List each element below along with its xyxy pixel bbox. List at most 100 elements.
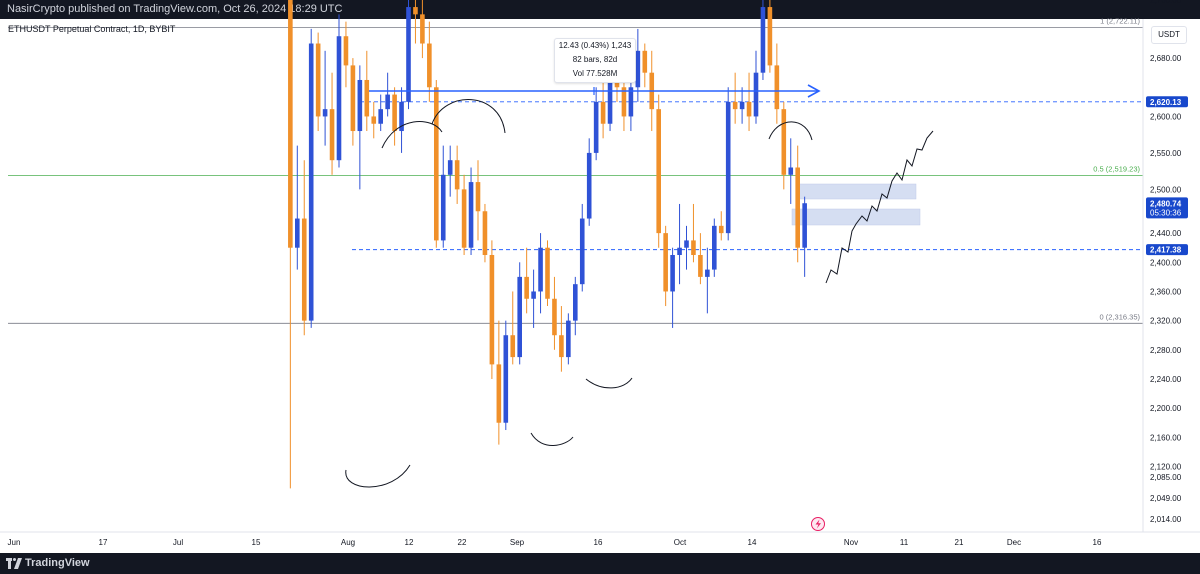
candle [580, 204, 585, 292]
candles [198, 0, 807, 488]
price-tick-label: 2,049.00 [1150, 494, 1182, 503]
candle-body [566, 321, 571, 357]
candle [385, 73, 390, 117]
chart-canvas[interactable]: 1 (2,722.11)0.5 (2,519.23)0 (2,316.35) 2… [0, 0, 1200, 574]
candle-body [330, 109, 335, 160]
arc-bottom-2 [531, 433, 573, 446]
candle [413, 0, 418, 44]
time-tick-label: 11 [900, 538, 909, 547]
candle [677, 204, 682, 284]
candle [712, 219, 717, 277]
measure-volume: Vol 77.528M [555, 67, 635, 81]
candle [559, 306, 564, 372]
candle-body [663, 233, 668, 291]
price-axis[interactable]: 2,920.002,840.002,760.002,680.002,600.00… [1150, 0, 1182, 524]
price-tick-label: 2,680.00 [1150, 54, 1182, 63]
candle-body [788, 167, 793, 174]
price-tag-label: 2,620.13 [1150, 98, 1182, 107]
candle-body [733, 102, 738, 109]
projection-path [826, 131, 933, 283]
candle [740, 87, 745, 123]
candle [524, 248, 529, 314]
candle [643, 44, 648, 88]
time-tick-label: Jul [173, 538, 183, 547]
candle-body [469, 182, 474, 248]
candle [545, 240, 550, 306]
candle [601, 80, 606, 138]
arc-top-3 [769, 122, 812, 140]
measure-tooltip: 12.43 (0.43%) 1,243 82 bars, 82d Vol 77.… [554, 38, 636, 83]
tradingview-brand-label: TradingView [25, 556, 90, 571]
lightning-icon[interactable] [812, 518, 825, 531]
candle-body [538, 248, 543, 292]
target-zones [792, 184, 920, 225]
candle-body [795, 167, 800, 247]
tradingview-logo[interactable]: TradingView [6, 556, 90, 571]
price-tick-label: 2,320.00 [1150, 317, 1182, 326]
candle-body [504, 335, 509, 423]
candle [594, 87, 599, 160]
price-tick-label: 2,120.00 [1150, 462, 1182, 471]
candle-body [497, 364, 502, 422]
candle-body [510, 335, 515, 357]
time-tick-label: Nov [844, 538, 858, 547]
price-tick-label: 2,200.00 [1150, 404, 1182, 413]
price-tick-label: 2,360.00 [1150, 287, 1182, 296]
bar-countdown-label: 05:30:36 [1150, 208, 1182, 217]
currency-label[interactable]: USDT [1151, 26, 1187, 44]
candle-body [337, 36, 342, 160]
candle [733, 73, 738, 124]
candle [566, 313, 571, 364]
measure-bars: 82 bars, 82d [555, 53, 635, 67]
candle [788, 138, 793, 204]
candle [483, 204, 488, 262]
candle-body [288, 0, 293, 248]
candle [538, 233, 543, 313]
candle-body [323, 109, 328, 116]
candle-body [413, 7, 418, 14]
candle-body [761, 7, 766, 73]
arc-bottom-1 [346, 465, 410, 487]
candle-body [691, 240, 696, 255]
candle [392, 87, 397, 145]
candle-body [295, 219, 300, 248]
time-tick-label: 21 [955, 538, 964, 547]
candle [747, 73, 752, 131]
time-tick-label: Dec [1007, 538, 1021, 547]
candle-body [517, 277, 522, 357]
candle-body [358, 80, 363, 131]
candle [761, 0, 766, 80]
candle-body [524, 277, 529, 299]
candle [462, 175, 467, 255]
candle [782, 102, 787, 190]
candle-body [365, 80, 370, 116]
candle [552, 277, 557, 350]
candle [802, 197, 807, 277]
price-tick-label: 2,240.00 [1150, 375, 1182, 384]
candle [510, 291, 515, 364]
candle [663, 226, 668, 306]
candle [476, 160, 481, 240]
candle-body [302, 219, 307, 321]
upper-target-zone [796, 184, 916, 199]
candle [406, 0, 411, 109]
candle-body [636, 51, 641, 87]
time-tick-label: Sep [510, 538, 525, 547]
time-axis[interactable]: Jun 17 Jul 15 Aug 12 22 Sep 16 Oct 14 Nov 11 21 Dec 16 [8, 538, 1102, 547]
candle-body [698, 255, 703, 277]
candle [455, 146, 460, 204]
price-tick-label: 2,014.00 [1150, 515, 1182, 524]
last-price-label: 2,480.74 [1150, 199, 1182, 208]
price-tick-label: 2,550.00 [1150, 149, 1182, 158]
candle-body [726, 102, 731, 233]
candle [754, 51, 759, 124]
candle-body [483, 211, 488, 255]
candle [358, 65, 363, 189]
candle-body [782, 109, 787, 175]
candle [517, 262, 522, 364]
arc-bottom-3 [586, 378, 632, 388]
candle-body [441, 175, 446, 241]
candle [705, 248, 710, 314]
candle [323, 51, 328, 146]
candle [399, 87, 404, 153]
